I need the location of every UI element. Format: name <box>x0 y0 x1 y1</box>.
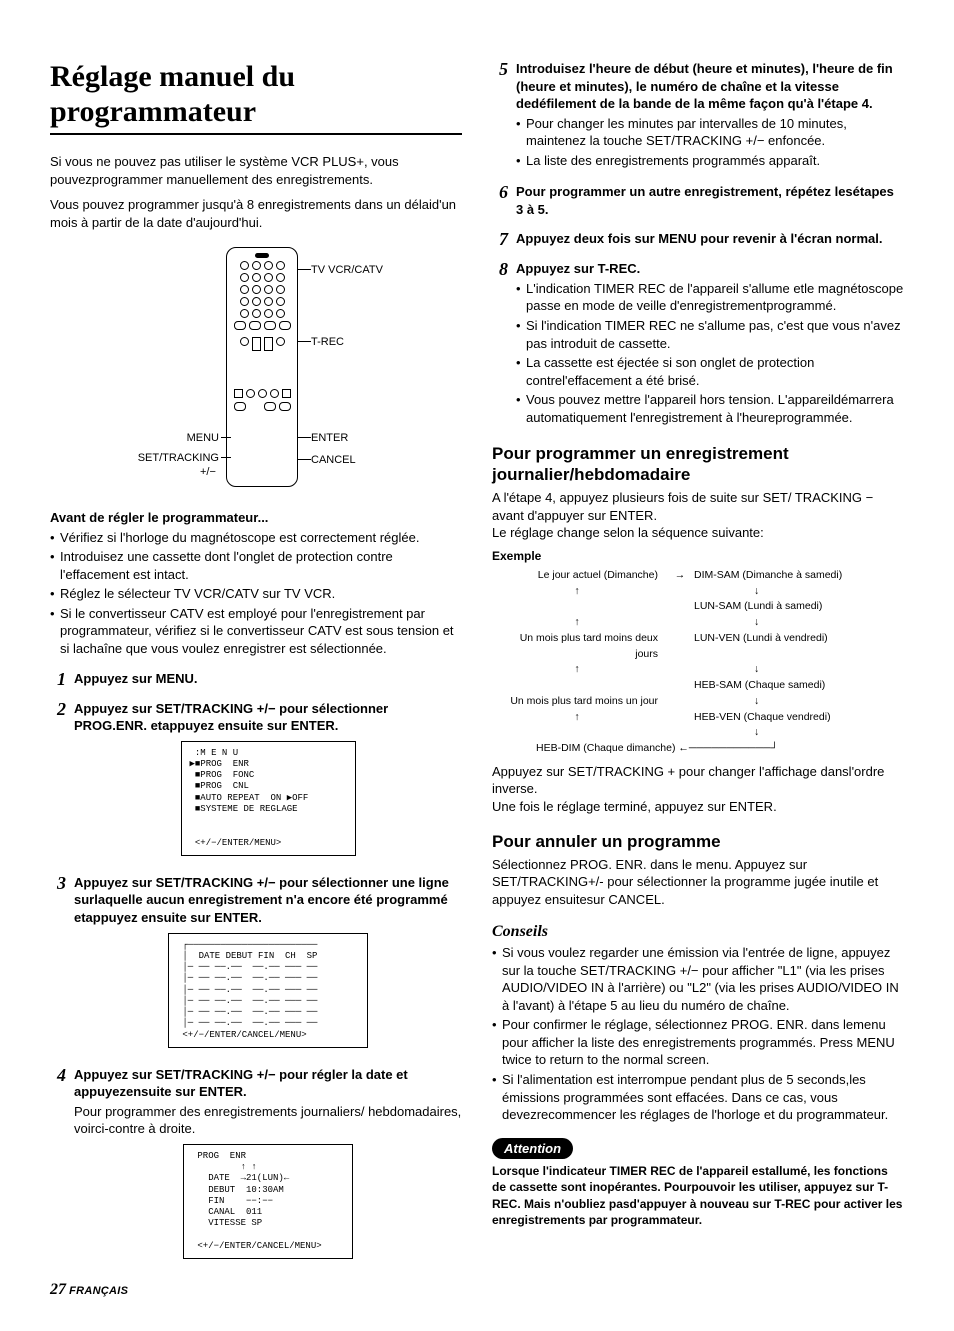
cycle-arrow: ↓ <box>694 615 904 631</box>
cycle-cell: LUN-VEN (Lundi à vendredi) <box>694 631 904 663</box>
conseils-heading: Conseils <box>492 921 904 943</box>
cycle-arrow: ↓ <box>694 662 904 678</box>
label-trec: T-REC <box>311 336 344 348</box>
cycle-cell: LUN-SAM (Lundi à samedi) <box>694 599 904 615</box>
step-1: 1 Appuyez sur MENU. <box>50 670 462 688</box>
remote-figure: TV VCR/CATV T-REC ENTER CANCEL MENU SET/… <box>126 239 386 499</box>
step-head: Appuyez deux fois sur MENU pour revenir … <box>516 231 882 246</box>
cycle-arrow: ↓ <box>694 725 904 741</box>
cycle-figure: Le jour actuel (Dimanche)→DIM-SAM (Diman… <box>496 568 904 757</box>
before-heading: Avant de régler le programmateur... <box>50 509 462 527</box>
step-5: 5 Introduisez l'heure de début (heure et… <box>492 60 904 171</box>
cycle-cell: Un mois plus tard moins deux jours <box>496 631 666 663</box>
label-set: SET/TRACKING <box>138 452 219 464</box>
cycle-arrow: → <box>666 568 694 584</box>
cycle-arrow: ↑ <box>496 662 666 678</box>
label-tvvcr: TV VCR/CATV <box>311 264 383 276</box>
daily-after-1: Appuyez sur SET/TRACKING + pour changer … <box>492 763 904 798</box>
step-8: 8 Appuyez sur T-REC. L'indication TIMER … <box>492 260 904 428</box>
before-item: Introduisez une cassette dont l'onglet d… <box>50 548 462 583</box>
page-footer: 27 FRANÇAIS <box>50 1279 462 1301</box>
conseils-item: Pour confirmer le réglage, sélectionnez … <box>492 1016 904 1069</box>
step-num: 7 <box>492 230 508 248</box>
step-item: L'indication TIMER REC de l'appareil s'a… <box>516 280 904 315</box>
label-menu: MENU <box>187 432 219 444</box>
daily-after-2: Une fois le réglage terminé, appuyez sur… <box>492 798 904 816</box>
step-2: 2 Appuyez sur SET/TRACKING +/− pour séle… <box>50 700 462 862</box>
step-head: Appuyez sur SET/TRACKING +/− pour régler… <box>74 1067 408 1100</box>
step-num: 1 <box>50 670 66 688</box>
cycle-cell: Un mois plus tard moins un jour <box>496 694 666 710</box>
intro-1: Si vous ne pouvez pas utiliser le systèm… <box>50 153 462 188</box>
label-enter: ENTER <box>311 432 348 444</box>
step-num: 2 <box>50 700 66 718</box>
label-cancel: CANCEL <box>311 454 356 466</box>
step-num: 6 <box>492 183 508 201</box>
step-num: 3 <box>50 874 66 892</box>
label-setpm: +/− <box>200 466 216 478</box>
page-title: Réglage manuel du programmateur <box>50 60 462 135</box>
cycle-arrow: ↓ <box>694 694 904 710</box>
step-item: La liste des enregistrements programmés … <box>516 152 904 170</box>
conseils-item: Si vous voulez regarder une émission via… <box>492 944 904 1014</box>
cycle-cell: HEB-SAM (Chaque samedi) <box>694 678 904 694</box>
step-head: Appuyez sur MENU. <box>74 671 198 686</box>
screen-prog: PROG ENR ↑ ↑ DATE →21(LUN)← DEBUT 10:30A… <box>183 1144 353 1259</box>
cycle-arrow: ↑ <box>496 615 666 631</box>
step-head: Introduisez l'heure de début (heure et m… <box>516 61 893 111</box>
step-item: Si l'indication TIMER REC ne s'allume pa… <box>516 317 904 352</box>
step-7: 7 Appuyez deux fois sur MENU pour reveni… <box>492 230 904 248</box>
cycle-cell: HEB-VEN (Chaque vendredi) <box>694 710 904 726</box>
screen-table: ┌──────────────────────── │ DATE DEBUT F… <box>168 933 368 1048</box>
attention-badge: Attention <box>492 1138 573 1160</box>
step-head: Appuyez sur SET/TRACKING +/− pour sélect… <box>74 701 388 734</box>
cycle-arrow: ↓ <box>694 584 904 600</box>
step-3: 3 Appuyez sur SET/TRACKING +/− pour séle… <box>50 874 462 1054</box>
cycle-arrow: ↑ <box>496 710 666 726</box>
screen-menu: :M E N U ▶■PROG ENR ■PROG FONC ■PROG CNL… <box>181 741 356 856</box>
before-item: Si le convertisseur CATV est employé pou… <box>50 605 462 658</box>
cycle-arrow: ↑ <box>496 584 666 600</box>
step-item: La cassette est éjectée si son onglet de… <box>516 354 904 389</box>
page-lang: FRANÇAIS <box>69 1285 128 1297</box>
step-num: 5 <box>492 60 508 78</box>
before-list: Vérifiez si l'horloge du magnétoscope es… <box>50 529 462 658</box>
step-num: 4 <box>50 1066 66 1084</box>
step-4: 4 Appuyez sur SET/TRACKING +/− pour régl… <box>50 1066 462 1265</box>
attention-text: Lorsque l'indicateur TIMER REC de l'appa… <box>492 1163 904 1228</box>
step-head: Appuyez sur SET/TRACKING +/− pour sélect… <box>74 875 449 925</box>
cycle-cell: DIM-SAM (Dimanche à samedi) <box>694 568 904 584</box>
conseils-list: Si vous voulez regarder une émission via… <box>492 944 904 1123</box>
step-head: Appuyez sur T-REC. <box>516 261 640 276</box>
step-6: 6 Pour programmer un autre enregistremen… <box>492 183 904 218</box>
daily-para: A l'étape 4, appuyez plusieurs fois de s… <box>492 489 904 542</box>
step-item: Pour changer les minutes par intervalles… <box>516 115 904 150</box>
step-num: 8 <box>492 260 508 278</box>
before-item: Vérifiez si l'horloge du magnétoscope es… <box>50 529 462 547</box>
cycle-cell: HEB-DIM (Chaque dimanche) ←───────────┘ <box>496 741 786 757</box>
cycle-cell: Le jour actuel (Dimanche) <box>496 568 666 584</box>
page-number: 27 <box>50 1281 66 1298</box>
before-item: Réglez le sélecteur TV VCR/CATV sur TV V… <box>50 585 462 603</box>
exemple-label: Exemple <box>492 548 904 564</box>
step-head: Pour programmer un autre enregistrement,… <box>516 184 894 217</box>
intro-2: Vous pouvez programmer jusqu'à 8 enregis… <box>50 196 462 231</box>
cancel-para: Sélectionnez PROG. ENR. dans le menu. Ap… <box>492 856 904 909</box>
step-para: Pour programmer des enregistrements jour… <box>74 1103 462 1138</box>
cancel-heading: Pour annuler un programme <box>492 832 904 852</box>
daily-heading: Pour programmer un enregistrement journa… <box>492 444 904 485</box>
remote-outline <box>226 247 298 487</box>
conseils-item: Si l'alimentation est interrompue pendan… <box>492 1071 904 1124</box>
step-item: Vous pouvez mettre l'appareil hors tensi… <box>516 391 904 426</box>
